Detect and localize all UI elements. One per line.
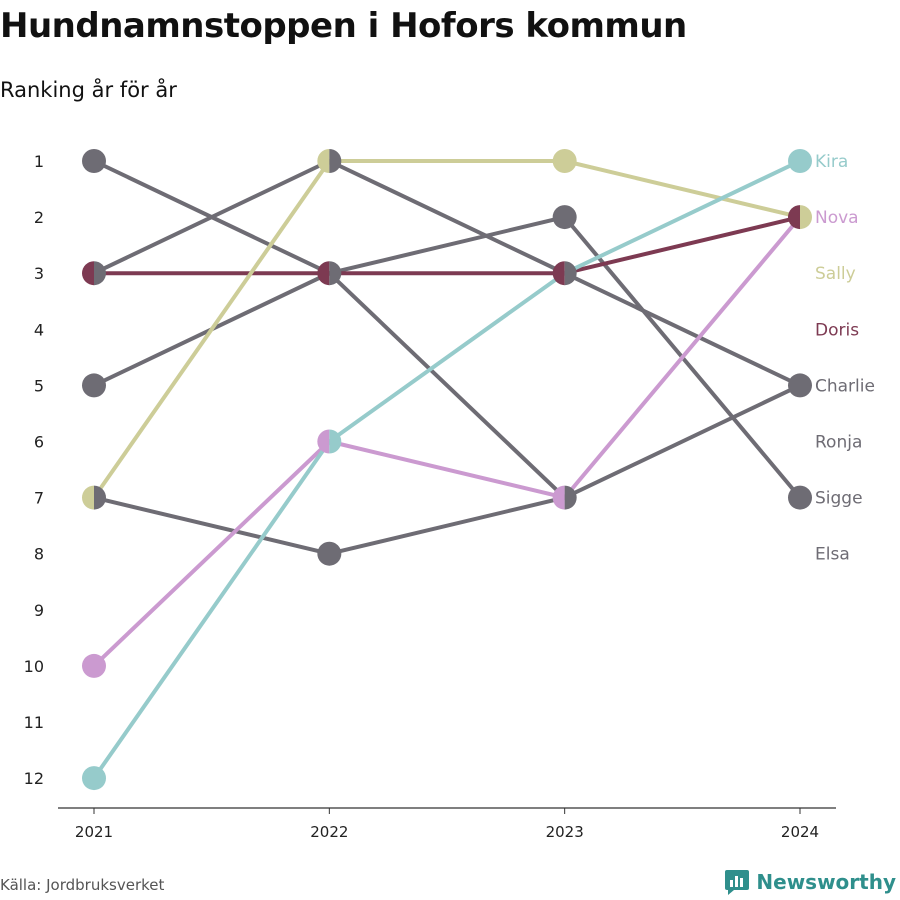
data-point-shared: [788, 205, 813, 230]
y-tick-label: 6: [34, 433, 44, 452]
brand-logo[interactable]: Newsworthy: [724, 868, 896, 896]
data-point-shared: [317, 429, 342, 454]
end-label-sigge: Sigge: [815, 489, 863, 509]
data-point: [552, 205, 577, 230]
data-point: [788, 373, 812, 398]
x-tick-label: 2021: [75, 823, 113, 841]
data-point-half-right: [94, 485, 107, 510]
data-point: [82, 373, 106, 398]
y-tick-label: 8: [34, 545, 44, 564]
end-label-elsa: Elsa: [815, 545, 850, 565]
data-point-shared: [82, 261, 107, 286]
y-tick-label: 2: [34, 208, 44, 227]
data-point-half-left: [317, 429, 330, 454]
data-point-shared: [317, 149, 342, 173]
newsworthy-logo-icon: [725, 870, 750, 895]
data-point: [788, 485, 812, 510]
y-tick-label: 12: [24, 769, 44, 788]
data-point: [788, 149, 812, 173]
data-point: [552, 149, 577, 173]
x-tick-label: 2022: [310, 823, 348, 841]
y-tick-label: 1: [34, 152, 44, 171]
data-point-half-right: [564, 261, 577, 286]
series-line-kira: [92, 159, 802, 781]
series-line-doris: [92, 215, 802, 276]
data-point: [82, 653, 106, 678]
series-lines: [92, 159, 802, 781]
y-tick-label: 11: [24, 713, 44, 732]
data-point-shared: [317, 261, 342, 286]
data-point-half-right: [564, 485, 577, 510]
end-label-kira: Kira: [815, 152, 848, 172]
data-point: [82, 766, 106, 791]
x-tick-label: 2024: [781, 823, 819, 841]
y-tick-label: 7: [34, 489, 44, 508]
data-point-half-right: [329, 149, 342, 173]
chart-title: Hundnamnstoppen i Hofors kommun: [0, 6, 687, 46]
y-tick-label: 3: [34, 264, 44, 283]
series-line-charlie: [92, 159, 802, 388]
end-label-doris: Doris: [815, 320, 859, 340]
y-tick-label: 5: [34, 376, 44, 395]
data-point-half-right: [329, 261, 342, 286]
y-tick-label: 4: [34, 320, 44, 339]
data-point-shared: [552, 261, 577, 286]
data-point-half-left: [552, 485, 565, 510]
data-point-shared: [82, 485, 107, 510]
end-labels: Kira Nova Sally Doris Charlie Ronja Sigge Elsa: [815, 152, 875, 565]
data-point-shared: [552, 485, 577, 510]
series-line-sally: [92, 159, 802, 500]
data-point-half-left: [788, 205, 800, 230]
data-point-half-left: [317, 149, 330, 173]
end-label-sally: Sally: [815, 264, 856, 284]
data-point-half-right: [800, 205, 813, 230]
series-points: [82, 149, 813, 791]
data-point-half-left: [317, 261, 330, 286]
data-point-half-right: [94, 261, 107, 286]
data-point-half-left: [552, 261, 565, 286]
brand-name: Newsworthy: [756, 870, 896, 894]
source-note: Källa: Jordbruksverket: [0, 876, 165, 894]
end-label-charlie: Charlie: [815, 376, 875, 396]
y-tick-label: 10: [24, 657, 44, 676]
y-tick-label: 9: [34, 601, 44, 620]
series-line-nova: [92, 215, 802, 668]
data-point-half-left: [82, 261, 94, 286]
series-line-sigge: [92, 383, 802, 556]
data-point-half-left: [82, 485, 94, 510]
end-label-nova: Nova: [815, 208, 859, 228]
data-point: [317, 541, 342, 566]
x-tick-label: 2023: [546, 823, 584, 841]
chart-subtitle: Ranking år för år: [0, 78, 177, 102]
data-point: [82, 149, 106, 173]
data-point-half-right: [329, 429, 342, 454]
end-label-ronja: Ronja: [815, 433, 862, 453]
